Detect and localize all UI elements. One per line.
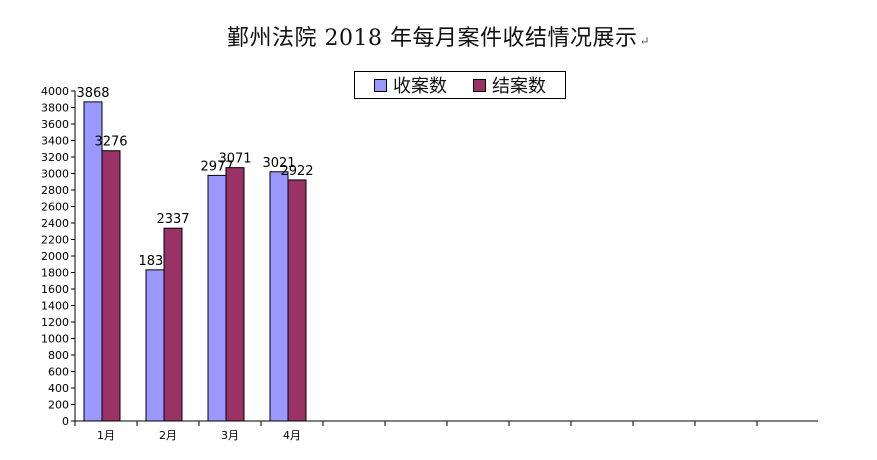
bar bbox=[269, 171, 289, 422]
y-tick-label: 2000 bbox=[41, 250, 69, 263]
bar bbox=[101, 150, 121, 422]
y-tick-label: 2600 bbox=[41, 201, 69, 214]
y-tick-label: 3400 bbox=[41, 135, 69, 148]
legend-swatch-received bbox=[374, 78, 387, 92]
y-tick-label: 3800 bbox=[41, 102, 69, 115]
legend: 收案数 结案数 bbox=[354, 71, 566, 99]
data-label: 3276 bbox=[94, 135, 127, 150]
data-label: 3021 bbox=[262, 156, 295, 171]
legend-item-closed: 结案数 bbox=[473, 72, 546, 98]
y-tick-label: 400 bbox=[48, 382, 69, 395]
y-tick-label: 3000 bbox=[41, 168, 69, 181]
y-tick-label: 2800 bbox=[41, 184, 69, 197]
legend-label-closed: 结案数 bbox=[492, 76, 546, 97]
data-label: 3071 bbox=[218, 152, 251, 167]
x-tick-label: 3月 bbox=[221, 429, 239, 442]
y-tick-label: 800 bbox=[48, 349, 69, 362]
y-tick-label: 3200 bbox=[41, 151, 69, 164]
legend-item-received: 收案数 bbox=[374, 72, 447, 98]
x-tick-label: 4月 bbox=[283, 429, 301, 442]
data-label: 2977 bbox=[200, 159, 233, 174]
y-tick-label: 1400 bbox=[41, 300, 69, 313]
y-tick-label: 2400 bbox=[41, 217, 69, 230]
bar bbox=[163, 227, 183, 422]
legend-label-received: 收案数 bbox=[393, 76, 447, 97]
return-mark-icon: ↵ bbox=[639, 34, 651, 48]
y-tick-label: 600 bbox=[48, 366, 69, 379]
y-tick-label: 1000 bbox=[41, 333, 69, 346]
bar bbox=[225, 167, 245, 422]
data-label: 2337 bbox=[156, 212, 189, 227]
x-tick-label: 2月 bbox=[159, 429, 177, 442]
bar bbox=[207, 174, 227, 422]
data-label: 2922 bbox=[280, 164, 313, 179]
chart-title: 鄞州法院 2018 年每月案件收结情况展示 ↵ bbox=[0, 20, 877, 52]
y-tick-label: 4000 bbox=[41, 85, 69, 98]
data-label: 3868 bbox=[76, 86, 109, 101]
y-tick-label: 0 bbox=[62, 415, 69, 428]
y-tick-label: 2200 bbox=[41, 234, 69, 247]
y-tick-label: 3600 bbox=[41, 118, 69, 131]
bar bbox=[145, 269, 165, 422]
legend-swatch-closed bbox=[473, 78, 486, 92]
y-tick-label: 200 bbox=[48, 399, 69, 412]
bar bbox=[287, 179, 307, 422]
y-tick-label: 1800 bbox=[41, 267, 69, 280]
y-tick-label: 1600 bbox=[41, 283, 69, 296]
y-tick-label: 1200 bbox=[41, 316, 69, 329]
x-tick-label: 1月 bbox=[97, 429, 115, 442]
chart-title-text: 鄞州法院 2018 年每月案件收结情况展示 bbox=[226, 26, 638, 51]
data-label: 1832 bbox=[138, 254, 171, 269]
bar bbox=[83, 101, 103, 422]
